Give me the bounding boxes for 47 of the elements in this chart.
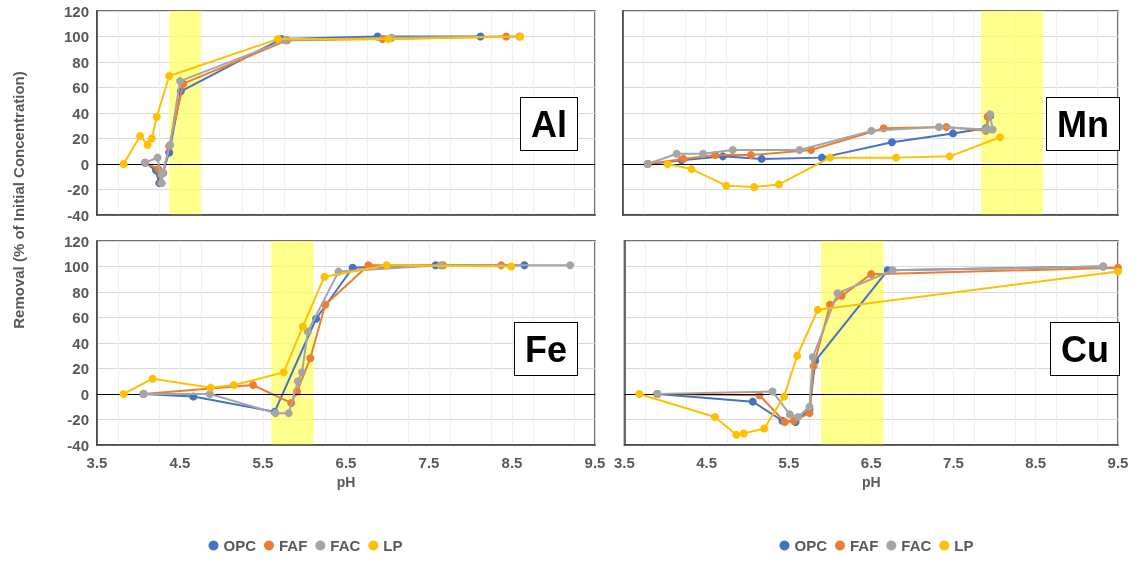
annotation: Cu <box>1061 328 1110 370</box>
x-tick-label: 7.5 <box>943 454 964 471</box>
legend-label: OPC <box>223 537 257 554</box>
x-tick-label: 6.5 <box>335 454 357 471</box>
x-tick-label: 7.5 <box>418 454 440 471</box>
x-tick-label: 3.5 <box>614 454 635 471</box>
y-tick-label: 20 <box>72 360 89 377</box>
legend-label: OPC <box>794 537 828 554</box>
y-tick-label: -20 <box>67 411 89 428</box>
x-tick-label: 4.5 <box>169 454 191 471</box>
y-tick-label: 120 <box>63 232 89 250</box>
x-tick-label: 6.5 <box>860 454 882 471</box>
y-tick-label: 0 <box>80 385 89 403</box>
x-tick-label: 4.5 <box>696 454 718 471</box>
y-tick-label: 80 <box>72 283 89 301</box>
x-tick-label: 8.5 <box>1025 454 1047 471</box>
y-tick-label: 100 <box>63 28 89 45</box>
y-tick-label: 0 <box>80 155 89 173</box>
legend-label: FAF <box>850 537 879 554</box>
x-tick-label: 8.5 <box>501 454 523 471</box>
legend-label: LP <box>383 537 403 554</box>
y-tick-label: 40 <box>72 334 89 352</box>
y-tick-label: -20 <box>67 181 89 198</box>
y-tick-label: 20 <box>72 130 89 147</box>
y-tick-label: 100 <box>63 258 89 275</box>
y-tick-label: 40 <box>72 104 89 122</box>
y-axis-title: Removal (% of Initial Concentration) <box>9 71 27 329</box>
x-tick-label: 5.5 <box>778 454 800 471</box>
y-tick-label: 120 <box>63 2 89 20</box>
y-tick-label: 60 <box>72 79 89 96</box>
y-tick-label: 60 <box>72 309 89 326</box>
x-axis-title: pH <box>336 474 356 490</box>
legend-label: FAC <box>330 537 361 554</box>
legend-label: FAF <box>279 537 308 554</box>
x-tick-label: 9.5 <box>584 454 606 471</box>
y-tick-label: -40 <box>67 206 89 224</box>
x-tick-label: 9.5 <box>1107 454 1129 471</box>
x-tick-label: 3.5 <box>86 454 108 471</box>
annotation: Mn <box>1057 103 1110 145</box>
x-axis-title: pH <box>861 474 881 490</box>
annotation: Al <box>531 103 567 145</box>
y-tick-label: 80 <box>72 53 89 71</box>
x-tick-label: 5.5 <box>252 454 274 471</box>
annotation: Fe <box>524 328 567 370</box>
y-tick-label: -40 <box>67 436 89 454</box>
legend-label: FAC <box>901 537 932 554</box>
legend-label: LP <box>954 537 974 554</box>
